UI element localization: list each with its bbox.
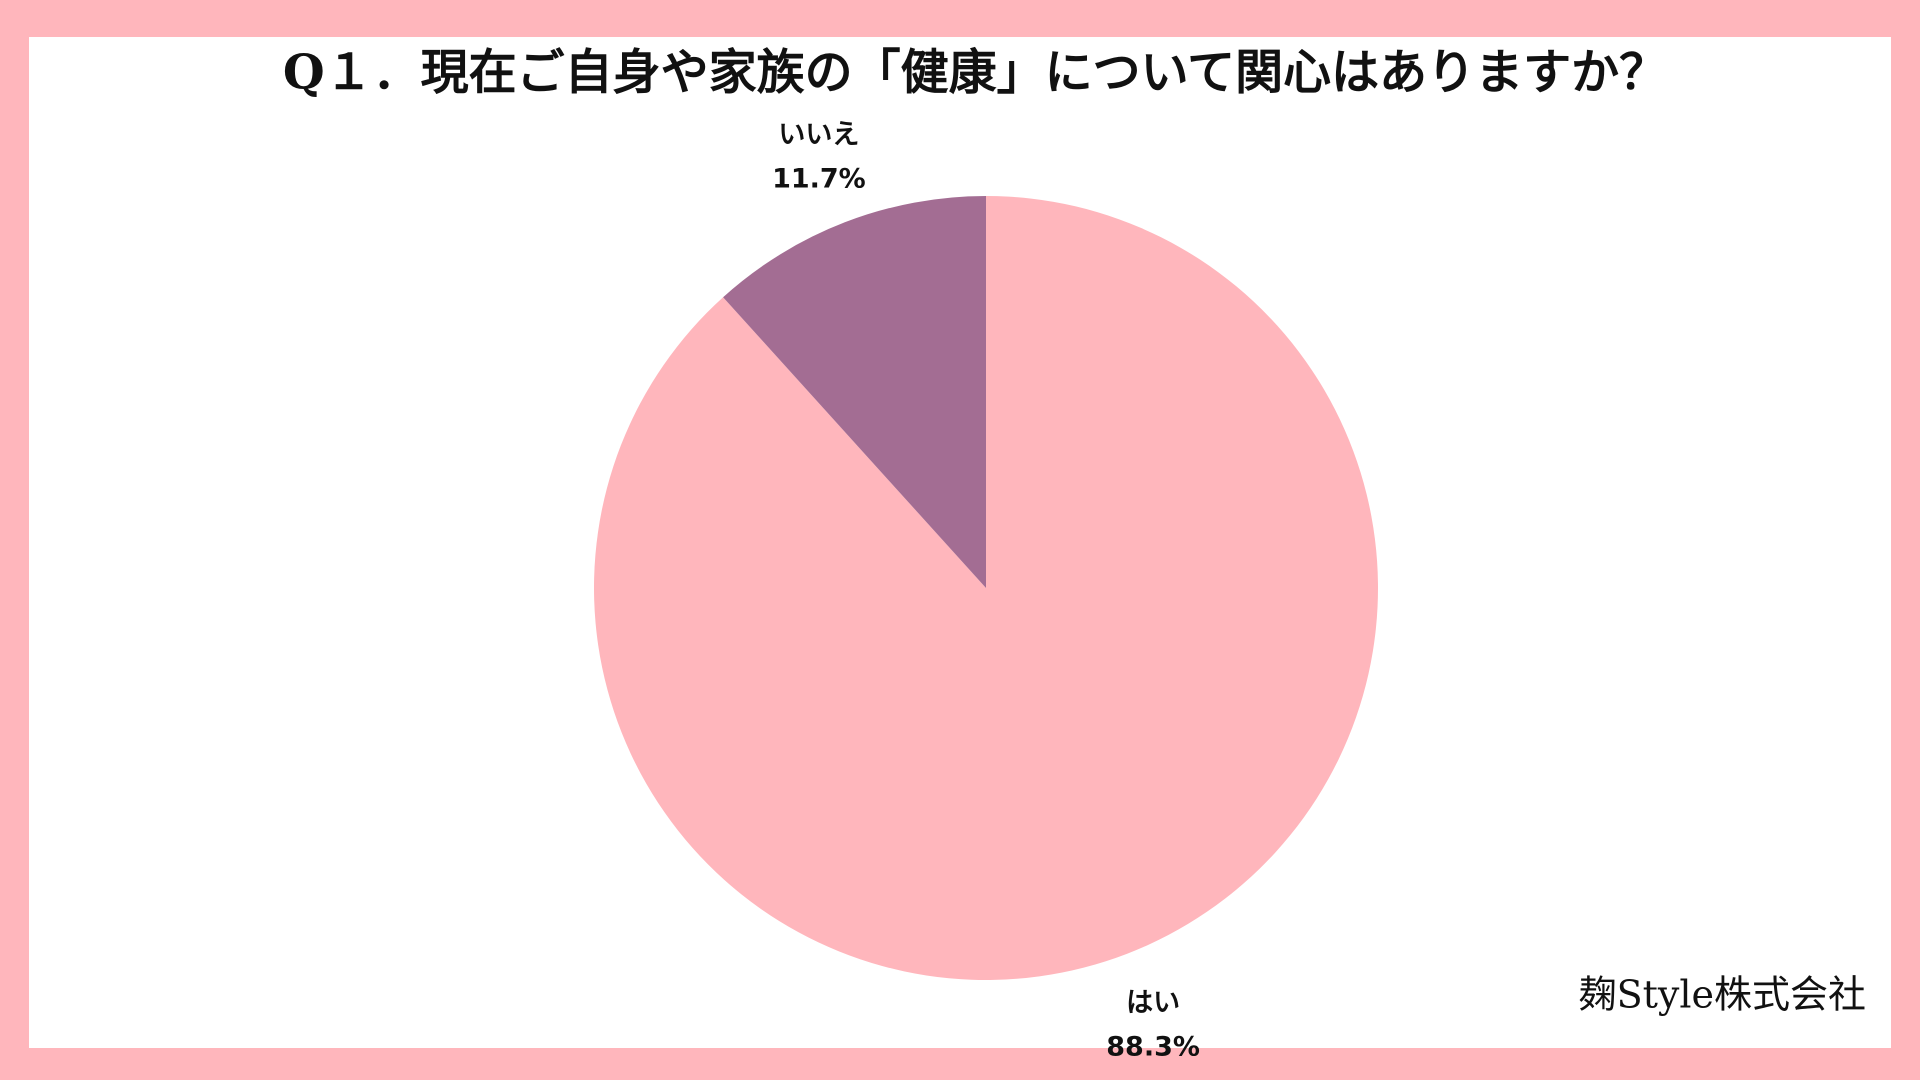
chart-title: Q１．現在ご自身や家族の「健康」について関心はありますか？ — [283, 45, 1667, 101]
slice-label: いいえ — [778, 120, 859, 151]
pie-slice — [593, 196, 1378, 980]
source: 麹Style株式会社 — [1579, 973, 1866, 1017]
slice-value-label: 88.3% — [1106, 1031, 1200, 1062]
slice-value-label: 11.7% — [772, 164, 866, 195]
slice-label: はい — [1126, 987, 1180, 1018]
pie-slice — [723, 196, 986, 588]
